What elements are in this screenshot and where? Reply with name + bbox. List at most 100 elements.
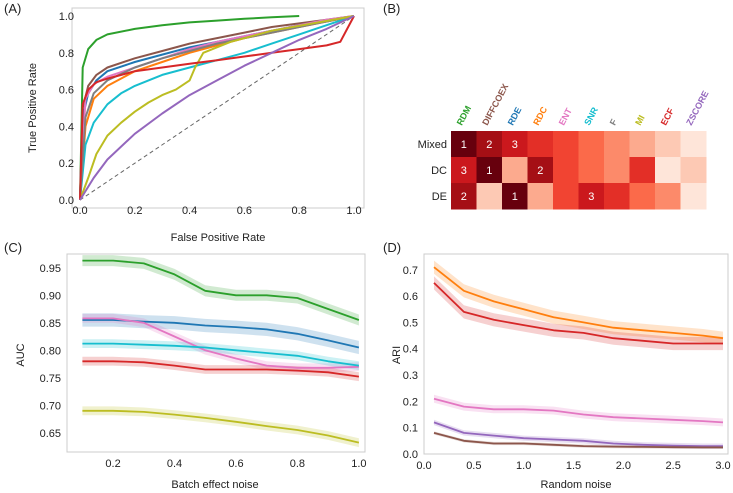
heatmap-column-ent: ENT [557,106,575,127]
heatmap-cell [655,183,681,210]
heatmap-cell [680,157,707,184]
random-x-ticks: 0.0 0.5 1.0 1.5 2.0 2.5 3.0 [416,460,730,472]
batch-y-tick-label: 0.70 [40,400,61,412]
batch-line-ent [82,317,359,369]
random-x-tick-label: 2.0 [616,460,631,472]
roc-x-tick-label: 0.0 [72,205,87,217]
roc-x-tick-label: 1.0 [346,205,361,217]
heatmap-cell-label: 1 [486,165,492,177]
batch-y-tick-label: 0.75 [40,373,61,385]
batch-band-rdm [82,255,359,326]
heatmap-column-snr: SNR [582,105,600,127]
heatmap-cell [451,157,477,184]
heatmap-cell [604,131,630,158]
heatmap-cell [680,183,707,210]
heatmap-cell [476,157,503,184]
roc-x-label: False Positive Rate [171,232,266,244]
roc-line-rdm [79,15,300,201]
batch-line-ecf [82,360,360,378]
roc-y-ticks: 0.0 0.2 0.4 0.6 0.8 1.0 [59,11,74,207]
random-series-group [433,266,724,449]
heatmap-cell [629,131,656,158]
random-y-tick-label: 0.6 [403,291,418,303]
batch-line-mi [82,409,360,444]
heatmap-cell [629,157,656,184]
panel-b-letter: (B) [383,1,400,16]
heatmap-cell [527,157,554,184]
panel-d-letter: (D) [383,240,401,255]
heatmap-cell [680,131,707,158]
heatmap-cell [604,157,630,184]
batch-y-tick-label: 0.65 [40,428,61,440]
random-line-zscore [433,421,723,448]
heatmap-cell [527,131,554,158]
batch-band-snr [82,339,359,370]
roc-line-f [79,15,355,201]
heatmap-cell [629,183,656,210]
roc-y-tick-label: 0.8 [59,48,74,60]
panel-a-letter: (A) [4,1,21,16]
batch-x-label: Batch effect noise [171,479,258,491]
heatmap-cell [578,131,605,158]
batch-series-group [82,259,360,444]
roc-chance-line [79,15,355,201]
random-x-label: Random noise [541,479,612,491]
heatmap-cell-label: 2 [461,191,467,203]
batch-x-ticks: 0.2 0.4 0.6 0.8 1.0 [105,458,366,470]
heatmap-cell-label: 1 [461,139,467,151]
roc-y-tick-label: 0.0 [59,195,74,207]
roc-y-label: True Positive Rate [27,63,39,153]
random-line-diffcoex [433,432,723,449]
batch-y-tick-label: 0.95 [40,263,61,275]
random-y-tick-label: 0.3 [403,370,418,382]
roc-line-diffcoex [79,15,355,201]
batch-x-tick-label: 0.4 [167,458,182,470]
random-y-label: ARI [391,346,403,364]
roc-x-tick-label: 0.8 [292,205,307,217]
heatmap-row-dc: DC [431,165,447,177]
random-band-rdc [434,260,723,345]
random-line-rdc [433,266,724,340]
batch-y-ticks: 0.65 0.70 0.75 0.80 0.85 0.90 0.95 [40,263,61,440]
roc-chart: 0.0 0.2 0.4 0.6 0.8 1.0 0.0 0.2 0.4 0.6 0.8 1.0 Fa… [27,7,365,244]
heatmap-cell [578,183,605,210]
heatmap-cells: 1 2 3 3 1 2 2 1 3 [451,131,707,210]
panel-c-letter: (C) [4,240,22,255]
roc-x-tick-label: 0.2 [127,205,142,217]
heatmap-column-f: F [608,117,620,127]
batch-band-ent [82,313,359,373]
random-line-ecf [433,282,723,345]
roc-y-tick-label: 0.2 [59,158,74,170]
random-x-tick-label: 1.5 [566,460,581,472]
heatmap-cell-label: 3 [512,139,518,151]
heatmap-cell [655,157,681,184]
heatmap-column-rdm: RDM [455,104,473,127]
batch-y-tick-label: 0.90 [40,290,61,302]
roc-y-tick-label: 1.0 [59,11,74,23]
batch-band-rde [82,313,359,355]
batch-x-tick-label: 0.2 [105,458,120,470]
heatmap-cell-label: 2 [486,139,492,151]
batch-y-tick-label: 0.85 [40,318,61,330]
heatmap-cell [502,183,528,210]
random-x-tick-label: 2.5 [666,460,681,472]
random-noise-chart: 0.0 0.5 1.0 1.5 2.0 2.5 3.0 0.0 0.1 0.2 0.3 0.4 0.5… [391,253,731,491]
batch-y-tick-label: 0.80 [40,345,61,357]
random-y-ticks: 0.0 0.1 0.2 0.3 0.4 0.5 0.6 0.7 [403,265,418,461]
batch-line-snr [82,342,360,367]
heatmap-cell [553,183,579,210]
roc-line-zscore [79,15,355,201]
heatmap-cell [502,157,528,184]
random-y-tick-label: 0.7 [403,265,418,277]
heatmap-cell-label: 1 [512,191,518,203]
roc-series-group [79,15,355,201]
heatmap-column-rdc: RDC [531,105,549,127]
random-x-tick-label: 0.0 [416,460,431,472]
random-x-tick-label: 0.5 [466,460,481,472]
roc-line-mi [79,15,355,201]
random-y-tick-label: 0.1 [403,423,418,435]
roc-x-tick-label: 0.4 [182,205,197,217]
heatmap-cell [578,157,605,184]
batch-x-tick-label: 1.0 [351,458,366,470]
